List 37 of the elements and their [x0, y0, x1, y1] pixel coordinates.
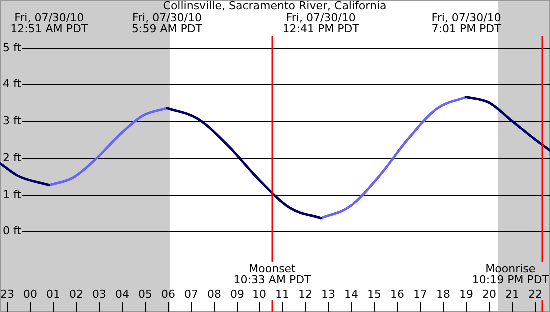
annotation: Fri, 07/30/10 12:51 AM PDT	[10, 11, 88, 36]
x-tick-label: 14	[344, 288, 358, 301]
annotation: Fri, 07/30/10 5:59 AM PDT	[132, 11, 203, 36]
x-tick-label: 09	[230, 288, 244, 301]
annotation: Fri, 07/30/10 12:41 PM PDT	[282, 11, 360, 36]
x-tick-label: 23	[0, 288, 14, 301]
y-tick-label: 1 ft	[3, 188, 22, 202]
x-tick-label: 04	[116, 288, 130, 301]
y-tick-label: 2 ft	[3, 151, 22, 164]
x-tick-label: 11	[276, 288, 290, 301]
x-tick-label: 06	[162, 288, 176, 301]
x-tick-label: 00	[24, 288, 38, 301]
y-tick-label: 5 ft	[3, 41, 22, 54]
x-tick-label: 13	[322, 288, 336, 301]
annotation: Fri, 07/30/10 7:01 PM PDT	[432, 11, 502, 36]
x-tick-label: 07	[184, 288, 198, 301]
x-tick-label: 03	[92, 288, 106, 301]
x-tick-label: 20	[482, 288, 496, 301]
ref-line-label: Moonset 10:33 AM PDT	[234, 262, 312, 286]
x-tick-label: 17	[414, 288, 428, 301]
x-tick-label: 01	[46, 288, 60, 301]
x-tick-label: 02	[70, 288, 84, 301]
x-tick-label: 19	[460, 288, 474, 301]
chart-title: Collinsville, Sacramento River, California	[163, 0, 387, 12]
x-tick-label: 08	[208, 288, 222, 301]
y-tick-label: 3 ft	[3, 114, 22, 128]
x-tick-label: 12	[298, 288, 312, 301]
x-tick-label: 10	[252, 288, 266, 301]
x-tick-label: 05	[138, 288, 152, 301]
x-tick-label: 22	[528, 288, 542, 301]
x-tick-label: 15	[368, 288, 382, 301]
ref-line-label: Moonrise 10:19 PM PDT	[472, 262, 550, 286]
x-tick-label: 16	[390, 288, 404, 301]
y-tick-label: 0 ft	[3, 224, 22, 238]
x-tick-label: 18	[436, 288, 450, 301]
x-tick-label: 21	[506, 288, 520, 301]
y-tick-label: 4 ft	[3, 77, 22, 90]
